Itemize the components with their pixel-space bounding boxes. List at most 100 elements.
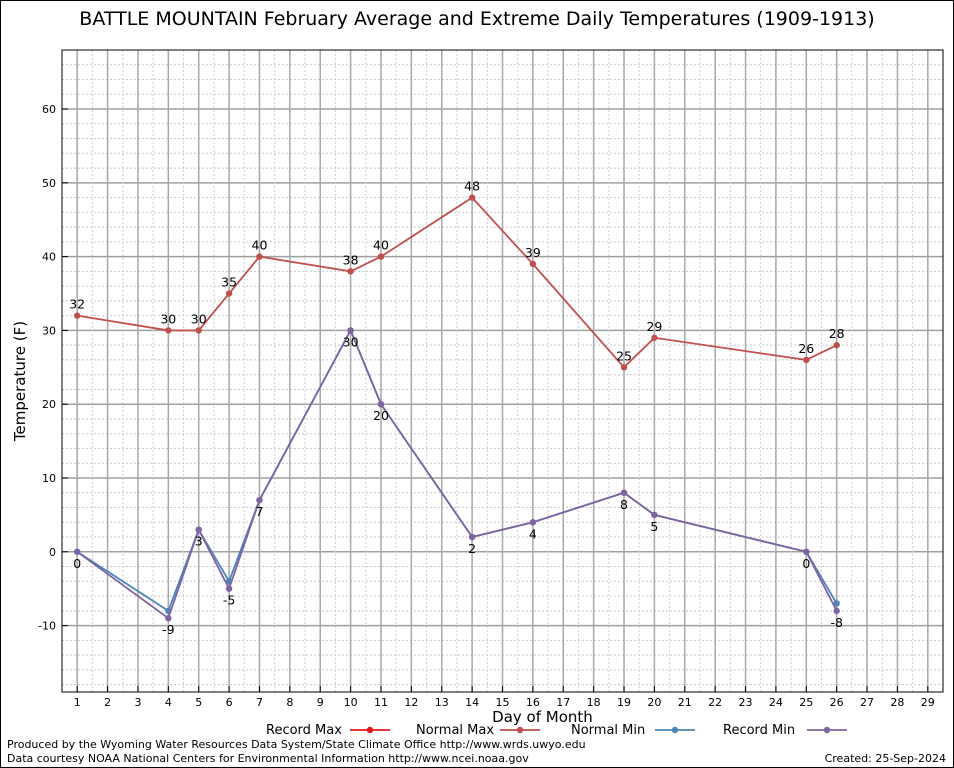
x-tick-label: 20 — [647, 696, 661, 709]
x-tick-label: 13 — [435, 696, 449, 709]
chart-title: BATTLE MOUNTAIN February Average and Ext… — [79, 8, 875, 30]
normal-max-point — [256, 253, 263, 260]
series-record-min: 0 -9 3 -5 7 30 20 2 4 8 5 0 -8 — [73, 327, 843, 637]
normal-max-data-label: 39 — [525, 245, 541, 260]
normal-max-point — [651, 334, 658, 341]
y-tick-label: 20 — [42, 398, 56, 411]
x-tick-label: 19 — [617, 696, 631, 709]
x-tick-label: 1 — [74, 696, 81, 709]
record-min-data-label: 0 — [802, 556, 810, 571]
legend-label-record-max: Record Max — [266, 723, 342, 738]
normal-max-data-label: 40 — [252, 238, 268, 253]
x-tick-label: 4 — [165, 696, 172, 709]
record-min-point — [803, 548, 810, 555]
legend-marker-normal-min — [671, 726, 679, 734]
normal-max-data-label: 35 — [221, 275, 237, 290]
normal-max-point — [377, 253, 385, 260]
normal-max-data-label: 30 — [160, 311, 176, 326]
normal-max-point — [468, 194, 476, 201]
x-tick-label: 29 — [921, 696, 935, 709]
normal-max-data-label: 38 — [343, 252, 359, 267]
legend: Record Max Normal Max Normal Min Record Min — [266, 723, 847, 738]
x-tick-label: 28 — [890, 696, 904, 709]
normal-max-data-label: 28 — [829, 326, 845, 341]
record-min-point — [195, 526, 202, 533]
x-tick-label: 15 — [496, 696, 510, 709]
x-tick-label: 16 — [526, 696, 540, 709]
normal-max-data-label: 48 — [464, 179, 480, 194]
series-normal-max: 32 30 30 35 40 38 40 48 39 25 29 26 28 — [69, 179, 845, 371]
x-tick-label: 22 — [708, 696, 722, 709]
record-min-data-label: -8 — [830, 615, 843, 630]
legend-marker-record-min — [823, 726, 831, 734]
y-tick-label: 60 — [42, 103, 56, 116]
record-min-data-label: 0 — [73, 556, 81, 571]
x-tick-label: 24 — [769, 696, 783, 709]
x-tick-label: 6 — [226, 696, 233, 709]
x-tick-label: 11 — [374, 696, 388, 709]
record-min-point — [256, 496, 263, 504]
normal-max-point — [347, 268, 354, 275]
x-tick-label: 18 — [587, 696, 601, 709]
record-min-point — [651, 511, 658, 519]
x-tick-label: 25 — [799, 696, 813, 709]
record-min-data-label: 4 — [529, 526, 537, 541]
normal-max-data-label: 25 — [616, 348, 632, 363]
normal-max-point — [833, 341, 840, 349]
normal-max-point — [529, 260, 537, 268]
x-axis-label: Day of Month — [492, 708, 593, 726]
record-min-data-label: -5 — [223, 593, 235, 608]
record-min-data-label: 2 — [468, 541, 476, 556]
normal-max-point — [165, 327, 172, 334]
record-min-point — [468, 533, 476, 541]
normal-max-data-label: 29 — [646, 319, 662, 334]
y-axis-label: Temperature (F) — [11, 321, 29, 442]
y-tick-label: 0 — [49, 546, 56, 559]
normal-min-point — [833, 600, 840, 607]
record-min-point — [347, 327, 354, 334]
record-min-data-label: 8 — [620, 497, 628, 512]
x-tick-label: 17 — [556, 696, 570, 709]
credit-created: Created: 25-Sep-2024 — [824, 752, 946, 765]
record-min-point — [165, 615, 172, 622]
normal-max-point — [803, 356, 810, 364]
x-tick-label: 21 — [678, 696, 692, 709]
record-min-data-label: 3 — [195, 534, 203, 549]
x-tick-label: 8 — [286, 696, 293, 709]
grid-lines — [62, 49, 943, 692]
record-min-data-label: -9 — [162, 622, 175, 637]
normal-max-data-label: 32 — [69, 297, 85, 312]
x-tick-label: 26 — [830, 696, 844, 709]
legend-marker-normal-max — [516, 726, 524, 734]
legend-label-normal-max: Normal Max — [416, 723, 494, 738]
record-min-point — [529, 519, 537, 526]
normal-max-data-label: 26 — [798, 341, 814, 356]
x-tick-label: 3 — [134, 696, 141, 709]
x-tick-label: 7 — [256, 696, 263, 709]
record-min-data-label: 20 — [373, 408, 389, 423]
record-min-point — [833, 607, 840, 615]
y-tick-label: 50 — [42, 177, 56, 190]
record-min-data-label: 30 — [343, 334, 359, 349]
credit-data-courtesy: Data courtesy NOAA National Centers for … — [7, 752, 529, 765]
normal-max-point — [73, 312, 81, 319]
x-tick-label: 2 — [104, 696, 111, 709]
normal-max-data-label: 30 — [191, 311, 207, 326]
legend-label-record-min: Record Min — [723, 723, 795, 738]
legend-label-normal-min: Normal Min — [571, 723, 645, 738]
normal-max-point — [195, 327, 202, 334]
record-min-data-label: 7 — [255, 504, 263, 519]
y-tick-label: 10 — [42, 472, 56, 485]
record-min-point — [620, 489, 628, 496]
x-tick-label: 14 — [465, 696, 479, 709]
credit-produced-by: Produced by the Wyoming Water Resources … — [7, 738, 586, 751]
x-tick-label: 27 — [860, 696, 874, 709]
normal-max-point — [225, 290, 233, 297]
y-tick-label: -10 — [38, 620, 56, 633]
x-tick-label: 5 — [195, 696, 202, 709]
legend-marker-record-max — [366, 726, 374, 734]
record-min-point — [225, 585, 233, 592]
y-tick-label: 40 — [42, 251, 56, 264]
normal-max-data-label: 40 — [373, 238, 389, 253]
